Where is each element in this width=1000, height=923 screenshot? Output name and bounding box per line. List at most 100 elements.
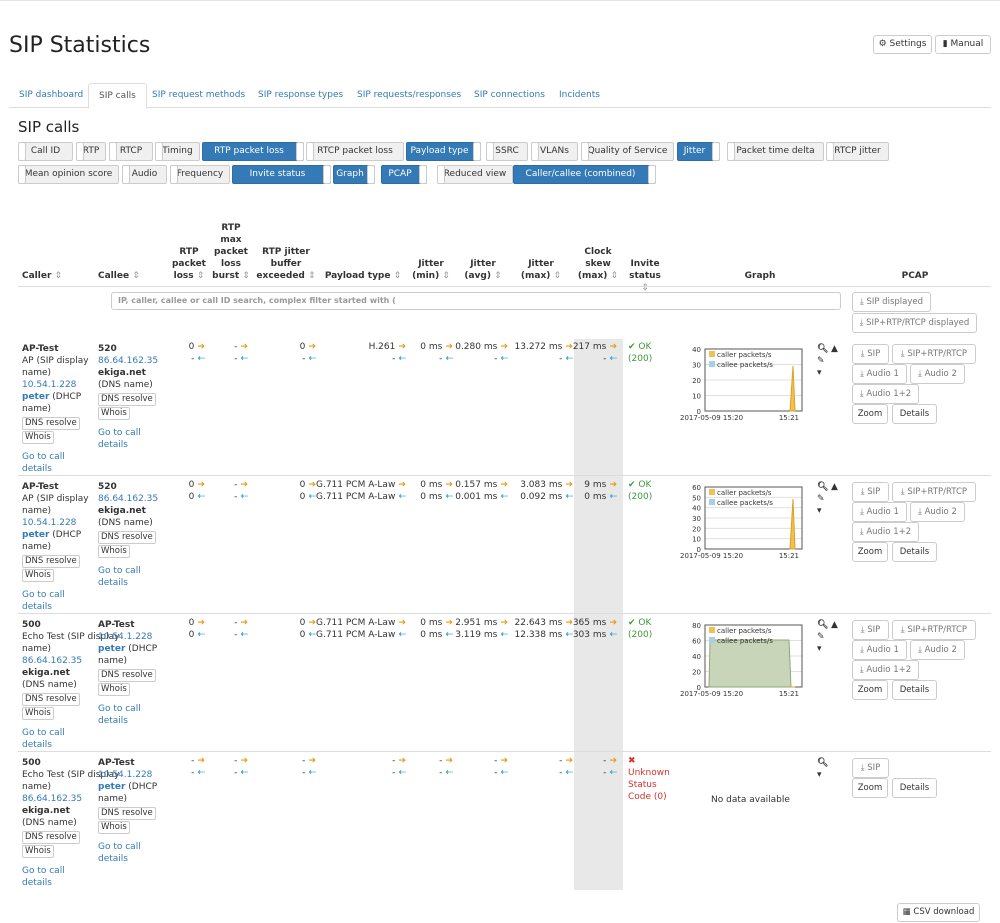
details-button[interactable]: Details [892, 778, 937, 798]
toggle-rtcp-jitter[interactable]: RTCP jitter [826, 142, 889, 161]
caller-dns-resolve-button[interactable]: DNS resolve [22, 555, 80, 568]
caret-down-icon[interactable]: ▾ [817, 644, 822, 654]
pcap-audio12-button[interactable]: ⤓ Audio 1+2 [852, 660, 919, 680]
toggle-ssrc[interactable]: SSRC [486, 142, 528, 161]
caller-go-to-call-link[interactable]: Go to call [22, 866, 65, 876]
callee-go-to-call-link[interactable]: Go to call [98, 566, 141, 576]
toggle-rtp[interactable]: RTP [76, 142, 106, 161]
caller-ip-link[interactable]: 86.64.162.35 [22, 656, 83, 666]
zoom-search-icon[interactable]: 🔍︎ [817, 344, 829, 354]
pcap-all-displayed-button[interactable]: ⤓ SIP+RTP/RTCP displayed [852, 313, 977, 333]
callee-ip-link[interactable]: 10.54.1.228 [98, 632, 153, 642]
caller-details-link[interactable]: details [22, 602, 52, 612]
toggle-rtp-packet-loss[interactable]: RTP packet loss [202, 142, 304, 161]
callee-ip-link[interactable]: 10.54.1.228 [98, 770, 153, 780]
zoom-button[interactable]: Zoom [852, 680, 888, 700]
zoom-search-icon[interactable]: 🔍︎ [817, 482, 829, 492]
callee-details-link[interactable]: details [98, 440, 128, 450]
settings-button[interactable]: ⚙ Settings [873, 35, 932, 54]
pcap-sip-rtp-button[interactable]: ⤓ SIP+RTP/RTCP [892, 482, 976, 502]
wrench-icon[interactable]: ✎ [817, 494, 825, 504]
pcap-audio12-button[interactable]: ⤓ Audio 1+2 [852, 522, 919, 542]
caller-go-to-call-link[interactable]: Go to call [22, 452, 65, 462]
toggle-quality-of-service[interactable]: Quality of Service [581, 142, 674, 161]
caller-whois-button[interactable]: Whois [22, 431, 54, 444]
caret-down-icon[interactable]: ▾ [817, 770, 822, 780]
callee-go-to-call-link[interactable]: Go to call [98, 428, 141, 438]
toggle-audio[interactable]: Audio [122, 165, 167, 184]
callee-details-link[interactable]: details [98, 578, 128, 588]
toggle-caller-callee-combined[interactable]: Caller/callee (combined) [513, 165, 656, 184]
callee-details-link[interactable]: details [98, 854, 128, 864]
zoom-search-icon[interactable]: 🔍︎ [817, 620, 829, 630]
callee-whois-button[interactable]: Whois [98, 407, 130, 420]
wrench-icon[interactable]: ✎ [817, 356, 825, 366]
toggle-pcap[interactable]: PCAP [381, 165, 427, 184]
tab-sip-calls[interactable]: SIP calls [88, 83, 147, 109]
toggle-jitter[interactable]: Jitter [677, 142, 720, 161]
pcap-audio1-button[interactable]: ⤓ Audio 1 [852, 502, 907, 522]
pcap-sip-button[interactable]: ⤓ SIP [852, 620, 889, 640]
pcap-audio2-button[interactable]: ⤓ Audio 2 [910, 502, 965, 522]
callee-details-link[interactable]: details [98, 716, 128, 726]
header-jitter-avg[interactable]: Jitter (avg) ⇕ [462, 258, 504, 282]
callee-dns-resolve-button[interactable]: DNS resolve [98, 531, 156, 544]
caret-down-icon[interactable]: ▾ [817, 506, 822, 516]
details-button[interactable]: Details [892, 542, 937, 562]
filter-search-input[interactable]: IP, caller, callee or call ID search, co… [111, 292, 841, 310]
tab-sip-requests-responses[interactable]: SIP requests/responses [357, 90, 462, 100]
toggle-rtcp-packet-loss[interactable]: RTCP packet loss [306, 142, 404, 161]
header-jitter-min[interactable]: Jitter (min) ⇕ [410, 258, 452, 282]
caller-go-to-call-link[interactable]: Go to call [22, 590, 65, 600]
details-button[interactable]: Details [892, 680, 937, 700]
pcap-sip-button[interactable]: ⤓ SIP [852, 482, 889, 502]
caller-details-link[interactable]: details [22, 740, 52, 750]
header-clock-skew[interactable]: Clock skew (max) ⇕ [577, 246, 619, 282]
toggle-mean-opinion-score[interactable]: Mean opinion score [18, 165, 119, 184]
pcap-audio1-button[interactable]: ⤓ Audio 1 [852, 640, 907, 660]
pcap-sip-button[interactable]: ⤓ SIP [852, 344, 889, 364]
toggle-frequency[interactable]: Frequency [170, 165, 230, 184]
callee-ip-link[interactable]: 86.64.162.35 [98, 356, 159, 366]
callee-dns-resolve-button[interactable]: DNS resolve [98, 807, 156, 820]
callee-ip-link[interactable]: 86.64.162.35 [98, 494, 159, 504]
tab-sip-request-methods[interactable]: SIP request methods [152, 90, 246, 100]
chart-icon[interactable]: ▲ [831, 620, 838, 630]
caller-whois-button[interactable]: Whois [22, 845, 54, 858]
callee-whois-button[interactable]: Whois [98, 545, 130, 558]
wrench-icon[interactable]: ✎ [817, 632, 825, 642]
caller-ip-link[interactable]: 10.54.1.228 [22, 518, 77, 528]
caller-ip-link[interactable]: 10.54.1.228 [22, 380, 77, 390]
callee-dns-resolve-button[interactable]: DNS resolve [98, 393, 156, 406]
chart-icon[interactable]: ▲ [831, 344, 838, 354]
caller-dns-resolve-button[interactable]: DNS resolve [22, 693, 80, 706]
header-jitter-max[interactable]: Jitter (max) ⇕ [520, 258, 562, 282]
pcap-audio1-button[interactable]: ⤓ Audio 1 [852, 364, 907, 384]
pcap-audio2-button[interactable]: ⤓ Audio 2 [910, 640, 965, 660]
header-caller[interactable]: Caller ⇕ [22, 270, 62, 282]
header-invite-status[interactable]: Invite status ⇕ [624, 258, 666, 294]
callee-dns-resolve-button[interactable]: DNS resolve [98, 669, 156, 682]
tab-sip-response-types[interactable]: SIP response types [258, 90, 344, 100]
toggle-payload-type[interactable]: Payload type [406, 142, 481, 161]
details-button[interactable]: Details [892, 404, 937, 424]
toggle-reduced-view[interactable]: Reduced view [437, 165, 513, 184]
zoom-button[interactable]: Zoom [852, 404, 888, 424]
pcap-sip-rtp-button[interactable]: ⤓ SIP+RTP/RTCP [892, 620, 976, 640]
tab-incidents[interactable]: Incidents [559, 90, 600, 100]
caller-details-link[interactable]: details [22, 878, 52, 888]
caller-dns-resolve-button[interactable]: DNS resolve [22, 831, 80, 844]
callee-whois-button[interactable]: Whois [98, 821, 130, 834]
header-rtp-packet-loss[interactable]: RTP packet loss ⇕ [168, 246, 210, 282]
caller-whois-button[interactable]: Whois [22, 569, 54, 582]
callee-go-to-call-link[interactable]: Go to call [98, 842, 141, 852]
caller-details-link[interactable]: details [22, 464, 52, 474]
toggle-packet-time-delta[interactable]: Packet time delta [727, 142, 824, 161]
manual-button[interactable]: ▮ Manual [935, 35, 991, 54]
callee-whois-button[interactable]: Whois [98, 683, 130, 696]
toggle-rtcp[interactable]: RTCP [109, 142, 153, 161]
toggle-call-id[interactable]: Call ID [18, 142, 73, 161]
pcap-sip-button[interactable]: ⤓ SIP [852, 758, 889, 778]
header-payload-type[interactable]: Payload type ⇕ [322, 270, 404, 282]
callee-go-to-call-link[interactable]: Go to call [98, 704, 141, 714]
